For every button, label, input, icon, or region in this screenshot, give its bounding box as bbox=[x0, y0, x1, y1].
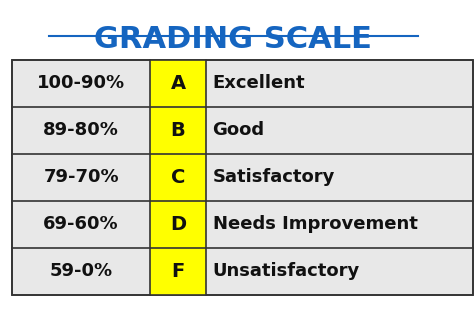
Text: D: D bbox=[170, 215, 186, 234]
Text: Satisfactory: Satisfactory bbox=[212, 168, 335, 186]
Text: 59-0%: 59-0% bbox=[50, 262, 113, 280]
Text: Unsatisfactory: Unsatisfactory bbox=[212, 262, 360, 280]
Text: Needs Improvement: Needs Improvement bbox=[212, 215, 418, 233]
Text: GRADING SCALE: GRADING SCALE bbox=[94, 25, 372, 54]
Text: 89-80%: 89-80% bbox=[43, 121, 119, 140]
Text: 69-60%: 69-60% bbox=[43, 215, 119, 233]
Text: C: C bbox=[171, 168, 185, 187]
Text: Good: Good bbox=[212, 121, 264, 140]
Text: F: F bbox=[172, 262, 184, 281]
Text: B: B bbox=[171, 121, 185, 140]
Text: 79-70%: 79-70% bbox=[43, 168, 119, 186]
Text: 100-90%: 100-90% bbox=[37, 74, 125, 92]
Text: A: A bbox=[171, 74, 185, 93]
Text: Excellent: Excellent bbox=[212, 74, 305, 92]
